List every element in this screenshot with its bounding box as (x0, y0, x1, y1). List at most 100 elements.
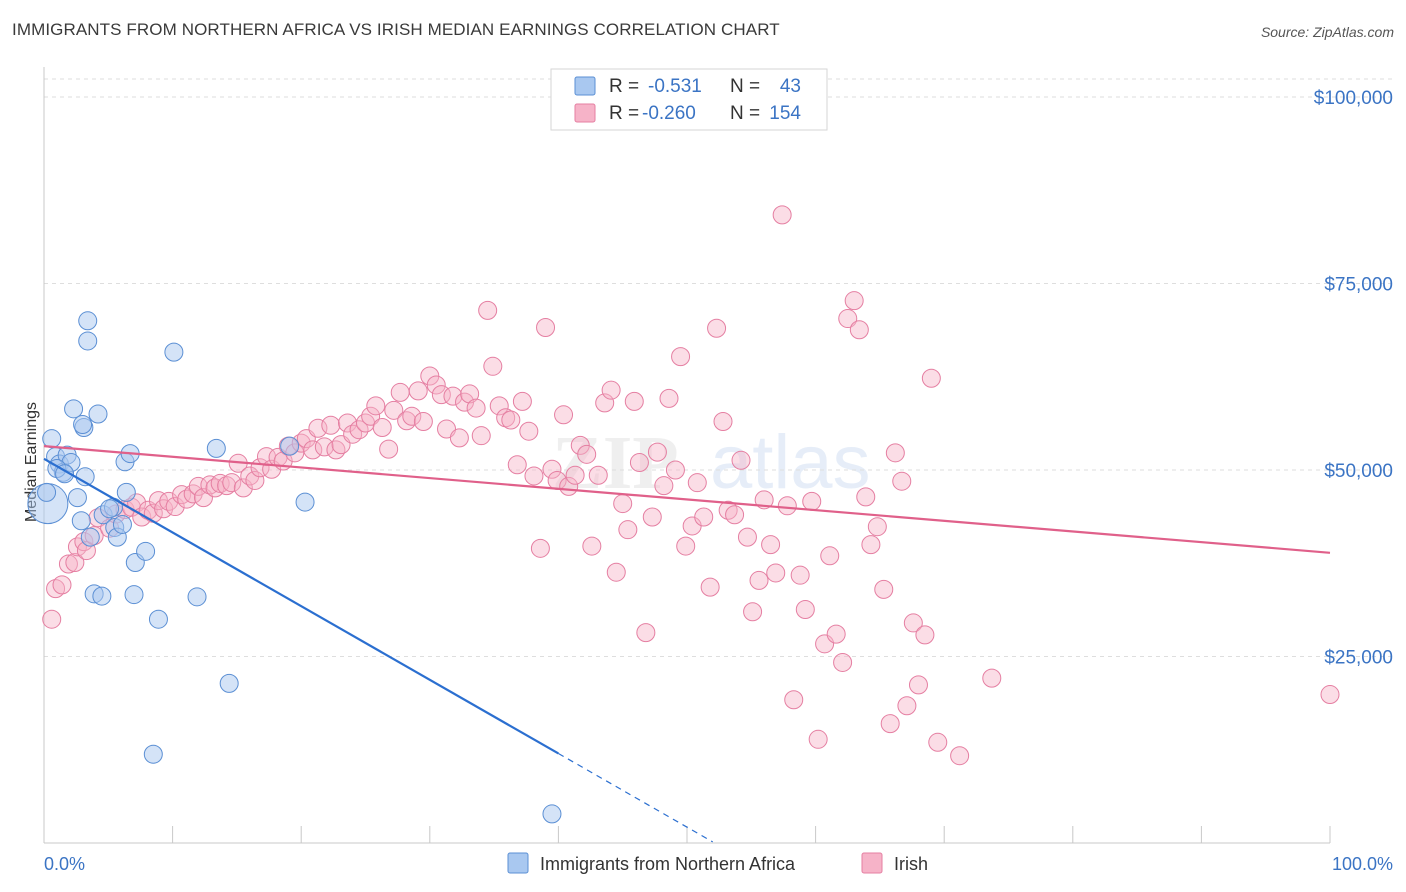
irish-point (326, 440, 346, 460)
grid-lines (44, 78, 1393, 657)
irish-point (542, 459, 562, 479)
stats-r-label-2: R = (609, 103, 639, 124)
irish-point (856, 487, 876, 507)
irish-point (530, 538, 550, 558)
irish-point (982, 668, 1002, 688)
irish-point (671, 347, 691, 367)
irish-points (42, 205, 1340, 766)
irish-point (659, 388, 679, 408)
irish-point (903, 613, 923, 633)
irish-point (582, 536, 602, 556)
irish-point (217, 476, 237, 496)
immigrants-point (100, 499, 120, 519)
immigrants-point (187, 587, 207, 607)
irish-point (849, 320, 869, 340)
immigrants-point (219, 673, 239, 693)
irish-point (58, 554, 78, 574)
irish-point (65, 553, 85, 573)
irish-point (861, 535, 881, 555)
irish-point (478, 300, 498, 320)
legend-swatch-immigrants (507, 852, 529, 874)
y-tick-label: $25,000 (1324, 648, 1393, 669)
irish-point (379, 439, 399, 459)
irish-point (766, 563, 786, 583)
irish-point (687, 473, 707, 493)
irish-point (908, 675, 928, 695)
stats-legend: R = -0.531 N = 43 R = -0.260 N = 154 (550, 68, 828, 131)
irish-point (507, 455, 527, 475)
irish-point (402, 406, 422, 426)
y-tick-label: $50,000 (1324, 461, 1393, 482)
irish-point (784, 690, 804, 710)
irish-point (372, 417, 392, 437)
irish-point (496, 408, 516, 428)
irish-point (892, 471, 912, 491)
irish-point (588, 465, 608, 485)
irish-point (361, 406, 381, 426)
irish-point (46, 579, 66, 599)
irish-point (384, 400, 404, 420)
irish-point (613, 494, 633, 514)
irish-point (471, 426, 491, 446)
irish-point (165, 497, 185, 517)
irish-point (833, 652, 853, 672)
irish-point (820, 546, 840, 566)
immigrants-point (116, 482, 136, 502)
irish-point (577, 444, 597, 464)
irish-point (606, 562, 626, 582)
irish-point (826, 624, 846, 644)
irish-point (536, 318, 556, 338)
irish-point (713, 412, 733, 432)
immigrants-point (148, 609, 168, 629)
irish-point (707, 318, 727, 338)
stats-swatch-pink (574, 103, 596, 123)
trend-lines (43, 445, 1331, 843)
y-tick-labels: $25,000 $50,000 $75,000 $100,000 (1314, 88, 1393, 669)
stats-n-value-1: 43 (780, 76, 801, 97)
irish-point (838, 309, 858, 329)
irish-point (844, 291, 864, 311)
irish-point (777, 496, 797, 516)
irish-point (524, 466, 544, 486)
irish-point (802, 491, 822, 511)
irish-point (222, 473, 242, 493)
source-credit: Source: ZipAtlas.com (1260, 24, 1394, 40)
irish-point (928, 732, 948, 752)
immigrants-point (206, 438, 226, 458)
immigrants-point (124, 585, 144, 605)
immigrants-point (112, 514, 132, 534)
irish-point (601, 380, 621, 400)
irish-point (629, 453, 649, 473)
watermark-atlas: atlas (710, 420, 871, 505)
irish-point (867, 517, 887, 537)
immigrants-point (92, 586, 112, 606)
stats-n-value-2: 154 (769, 103, 801, 124)
irish-point (743, 602, 763, 622)
irish-point (460, 384, 480, 404)
irish-point (501, 410, 521, 430)
irish-point (761, 535, 781, 555)
stats-r-value-2: -0.260 (642, 103, 696, 124)
irish-point (595, 393, 615, 413)
immigrants-point (73, 414, 93, 434)
irish-point (1320, 685, 1340, 705)
x-tick-label: 100.0% (1332, 854, 1393, 874)
irish-point (647, 442, 667, 462)
irish-point (466, 398, 486, 418)
irish-point (676, 536, 696, 556)
irish-point (950, 746, 970, 766)
irish-point (314, 437, 334, 457)
immigrants-point (143, 744, 163, 764)
stats-swatch-blue (574, 76, 596, 96)
immigrants-northern-africa-points (27, 311, 562, 824)
irish-point (915, 625, 935, 645)
immigrants-point (542, 804, 562, 824)
immigrants-point (67, 488, 87, 508)
immigrants-point (164, 342, 184, 362)
irish-point (512, 391, 532, 411)
irish-point (443, 386, 463, 406)
stats-n-label-2: N = (730, 103, 760, 124)
immigrants-trend-line (43, 457, 559, 755)
irish-point (426, 375, 446, 395)
